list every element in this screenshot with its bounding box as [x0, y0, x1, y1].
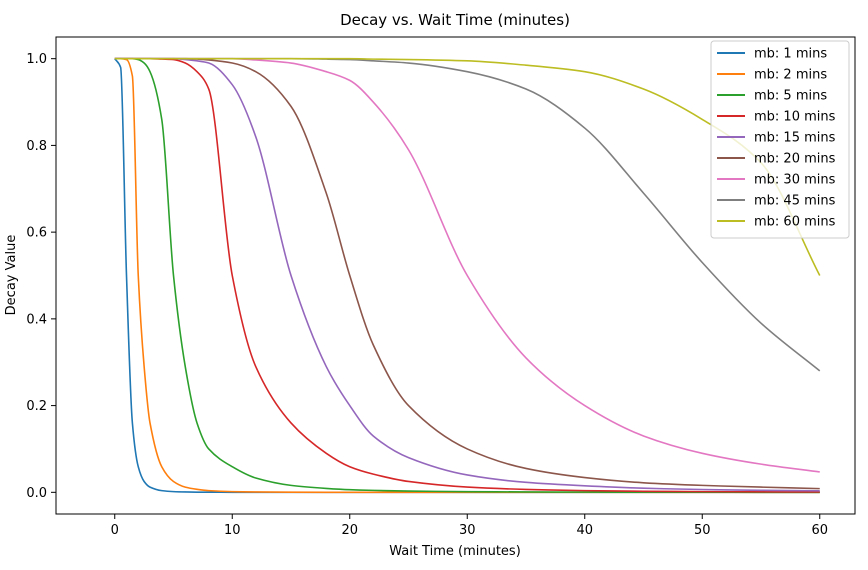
y-tick-label: 0.4	[26, 312, 47, 327]
plot-area	[55, 36, 856, 515]
y-tick-label: 0.6	[26, 226, 47, 241]
legend-label: mb: 1 mins	[754, 47, 827, 62]
x-tick-label: 60	[811, 523, 828, 538]
series-line-3	[114, 57, 820, 494]
x-tick-label: 10	[224, 523, 241, 538]
x-axis-title: Wait Time (minutes)	[389, 544, 521, 559]
legend-box	[710, 40, 850, 239]
x-tick-label: 20	[341, 523, 358, 538]
legend-label: mb: 10 mins	[754, 110, 836, 125]
legend-label: mb: 5 mins	[754, 89, 827, 104]
series-line-9	[114, 57, 821, 276]
x-tick-label: 40	[576, 523, 593, 538]
x-tick-label: 0	[111, 523, 119, 538]
legend-label: mb: 60 mins	[754, 215, 836, 230]
plot-frame	[55, 36, 856, 515]
legend-label: mb: 2 mins	[754, 68, 827, 83]
legend: mb: 1 mins mb: 2 mins mb: 5 mins mb: 10 min…	[710, 40, 850, 239]
legend-label: mb: 45 mins	[754, 194, 836, 209]
y-tick-label: 1.0	[26, 52, 47, 67]
y-tick-label: 0.8	[26, 139, 47, 154]
legend-label: mb: 20 mins	[754, 152, 836, 167]
y-axis-title: Decay Value	[4, 235, 19, 316]
y-axis: 0.0 0.2 0.4 0.6 0.8 1.0	[26, 52, 56, 501]
chart-title: Decay vs. Wait Time (minutes)	[340, 11, 570, 29]
series-lines	[114, 57, 821, 494]
y-tick-label: 0.0	[26, 486, 47, 501]
x-tick-label: 30	[459, 523, 476, 538]
x-tick-label: 50	[694, 523, 711, 538]
legend-label: mb: 15 mins	[754, 131, 836, 146]
x-axis: 0 10 20 30 40 50 60	[111, 514, 828, 538]
y-tick-label: 0.2	[26, 399, 47, 414]
legend-label: mb: 30 mins	[754, 173, 836, 188]
